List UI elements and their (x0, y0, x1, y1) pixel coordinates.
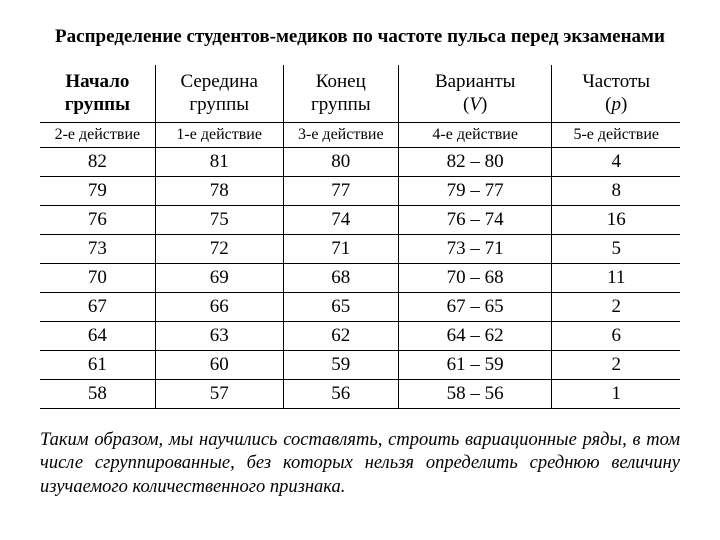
cell: 73 (40, 235, 155, 264)
cell: 64 (40, 322, 155, 351)
cell: 73 – 71 (398, 235, 552, 264)
table-row: 79787779 – 778 (40, 177, 680, 206)
cell: 77 (283, 177, 398, 206)
table-row: 82818082 – 804 (40, 148, 680, 177)
table-actions-row: 2-е действие 1-е действие 3-е действие 4… (40, 123, 680, 148)
cell: 56 (283, 380, 398, 409)
table-row: 61605961 – 592 (40, 351, 680, 380)
cell: 81 (155, 148, 283, 177)
cell: 82 – 80 (398, 148, 552, 177)
cell: 59 (283, 351, 398, 380)
col-header-start: Началогруппы (40, 65, 155, 123)
action-cell: 5-е действие (552, 123, 680, 148)
cell: 74 (283, 206, 398, 235)
cell: 78 (155, 177, 283, 206)
cell: 66 (155, 293, 283, 322)
cell: 16 (552, 206, 680, 235)
page-title: Распределение студентов-медиков по часто… (40, 25, 680, 49)
col-header-end: Конецгруппы (283, 65, 398, 123)
cell: 67 (40, 293, 155, 322)
cell: 70 (40, 264, 155, 293)
caption-text: Таким образом, мы научились составлять, … (40, 429, 680, 498)
cell: 72 (155, 235, 283, 264)
cell: 82 (40, 148, 155, 177)
cell: 62 (283, 322, 398, 351)
cell: 5 (552, 235, 680, 264)
cell: 58 (40, 380, 155, 409)
cell: 63 (155, 322, 283, 351)
cell: 71 (283, 235, 398, 264)
col-header-freq: Частоты(p) (552, 65, 680, 123)
cell: 61 (40, 351, 155, 380)
cell: 75 (155, 206, 283, 235)
table-row: 58575658 – 561 (40, 380, 680, 409)
cell: 11 (552, 264, 680, 293)
cell: 79 – 77 (398, 177, 552, 206)
table-row: 70696870 – 6811 (40, 264, 680, 293)
cell: 65 (283, 293, 398, 322)
action-cell: 4-е действие (398, 123, 552, 148)
table-row: 73727173 – 715 (40, 235, 680, 264)
cell: 61 – 59 (398, 351, 552, 380)
cell: 70 – 68 (398, 264, 552, 293)
action-cell: 3-е действие (283, 123, 398, 148)
cell: 8 (552, 177, 680, 206)
cell: 58 – 56 (398, 380, 552, 409)
cell: 64 – 62 (398, 322, 552, 351)
cell: 67 – 65 (398, 293, 552, 322)
cell: 69 (155, 264, 283, 293)
action-cell: 2-е действие (40, 123, 155, 148)
cell: 4 (552, 148, 680, 177)
table-row: 76757476 – 7416 (40, 206, 680, 235)
table-row: 67666567 – 652 (40, 293, 680, 322)
cell: 57 (155, 380, 283, 409)
cell: 2 (552, 351, 680, 380)
cell: 76 – 74 (398, 206, 552, 235)
cell: 60 (155, 351, 283, 380)
cell: 68 (283, 264, 398, 293)
cell: 80 (283, 148, 398, 177)
action-cell: 1-е действие (155, 123, 283, 148)
table-row: 64636264 – 626 (40, 322, 680, 351)
cell: 1 (552, 380, 680, 409)
pulse-table: Началогруппы Серединагруппы Конецгруппы … (40, 65, 680, 410)
col-header-middle: Серединагруппы (155, 65, 283, 123)
cell: 6 (552, 322, 680, 351)
cell: 76 (40, 206, 155, 235)
col-header-variants: Варианты(V) (398, 65, 552, 123)
cell: 79 (40, 177, 155, 206)
table-header-row: Началогруппы Серединагруппы Конецгруппы … (40, 65, 680, 123)
cell: 2 (552, 293, 680, 322)
